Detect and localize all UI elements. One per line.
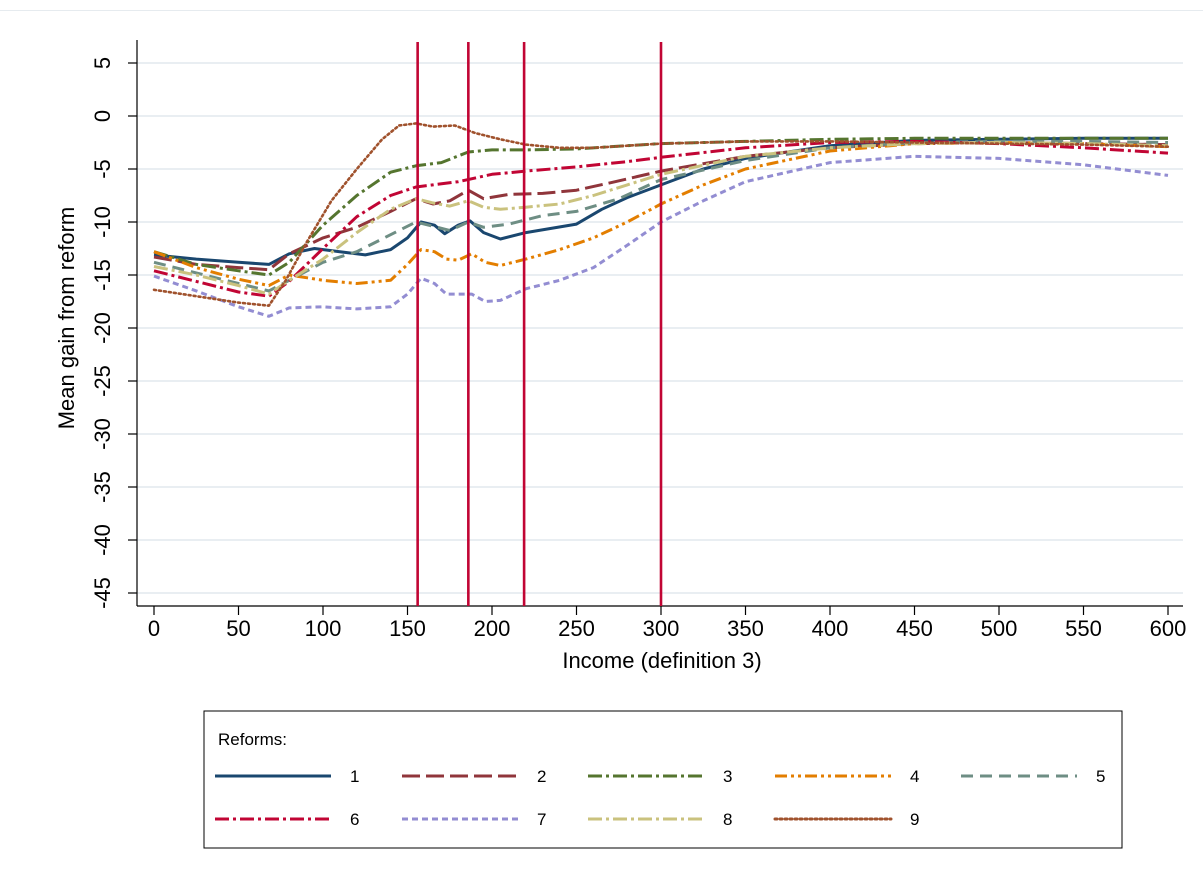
series-lines bbox=[152, 122, 1170, 318]
y-tick-label: -20 bbox=[90, 312, 115, 344]
y-tick-label: 0 bbox=[90, 110, 115, 122]
legend-item-6: 6 bbox=[215, 810, 359, 829]
legend-label: 2 bbox=[537, 767, 546, 786]
series-line-8 bbox=[153, 141, 1169, 296]
legend-label: 5 bbox=[1096, 767, 1105, 786]
x-axis-title: Income (definition 3) bbox=[562, 648, 761, 673]
legend-box bbox=[203, 710, 1123, 849]
legend-item-8: 8 bbox=[588, 810, 732, 829]
vertical-reference-lines bbox=[416, 42, 663, 606]
legend-label: 8 bbox=[723, 810, 732, 829]
x-tick-label: 350 bbox=[727, 616, 764, 641]
y-tick-label: -45 bbox=[90, 577, 115, 609]
x-tick-label: 300 bbox=[643, 616, 680, 641]
y-tick-label: -35 bbox=[90, 471, 115, 503]
legend-item-9: 9 bbox=[773, 810, 919, 829]
x-tick-label: 600 bbox=[1150, 616, 1187, 641]
legend-item-5: 5 bbox=[961, 767, 1105, 786]
y-tick-label: -10 bbox=[90, 206, 115, 238]
x-tick-label: 400 bbox=[812, 616, 849, 641]
y-axis-title: Mean gain from reform bbox=[54, 207, 79, 430]
y-tick-label: -5 bbox=[90, 159, 115, 179]
series-line-3 bbox=[153, 136, 1168, 277]
x-tick-label: 0 bbox=[148, 616, 160, 641]
legend-title: Reforms: bbox=[218, 730, 287, 749]
x-tick-label: 200 bbox=[474, 616, 511, 641]
x-tick-label: 250 bbox=[558, 616, 595, 641]
legend-label: 3 bbox=[723, 767, 732, 786]
legend-label: 4 bbox=[910, 767, 919, 786]
legend-label: 7 bbox=[537, 810, 546, 829]
series-line-7 bbox=[153, 154, 1169, 318]
legend-label: 9 bbox=[910, 810, 919, 829]
x-tick-label: 150 bbox=[389, 616, 426, 641]
legend-items: 1 2 3 4 5 6 7 8 9 bbox=[215, 767, 1105, 829]
y-tick-label: 5 bbox=[90, 57, 115, 69]
legend: Reforms: 1 2 3 4 5 6 7 8 9 bbox=[203, 710, 1123, 849]
x-tick-label: 550 bbox=[1065, 616, 1102, 641]
legend-item-3: 3 bbox=[588, 767, 732, 786]
legend-item-7: 7 bbox=[402, 810, 546, 829]
x-tick-label: 450 bbox=[896, 616, 933, 641]
x-tick-label: 100 bbox=[305, 616, 342, 641]
top-rule bbox=[0, 10, 1203, 11]
x-axis-ticks: 0 50 100 150 200 250 300 350 400 450 500 550 600 bbox=[148, 606, 1186, 641]
legend-label: 1 bbox=[350, 767, 359, 786]
y-tick-label: -15 bbox=[90, 259, 115, 291]
legend-item-2: 2 bbox=[402, 767, 546, 786]
legend-item-1: 1 bbox=[215, 767, 359, 786]
series-line-2 bbox=[153, 141, 1169, 272]
y-tick-label: -25 bbox=[90, 365, 115, 397]
series-line-9 bbox=[152, 122, 1170, 308]
x-tick-label: 50 bbox=[226, 616, 250, 641]
series-line-4 bbox=[153, 141, 1169, 288]
legend-item-4: 4 bbox=[775, 767, 919, 786]
y-axis-ticks: 5 0 -5 -10 -15 -20 -25 -30 -35 -40 -45 bbox=[90, 57, 137, 609]
y-tick-label: -40 bbox=[90, 524, 115, 556]
legend-label: 6 bbox=[350, 810, 359, 829]
x-tick-label: 500 bbox=[981, 616, 1018, 641]
y-tick-label: -30 bbox=[90, 418, 115, 450]
